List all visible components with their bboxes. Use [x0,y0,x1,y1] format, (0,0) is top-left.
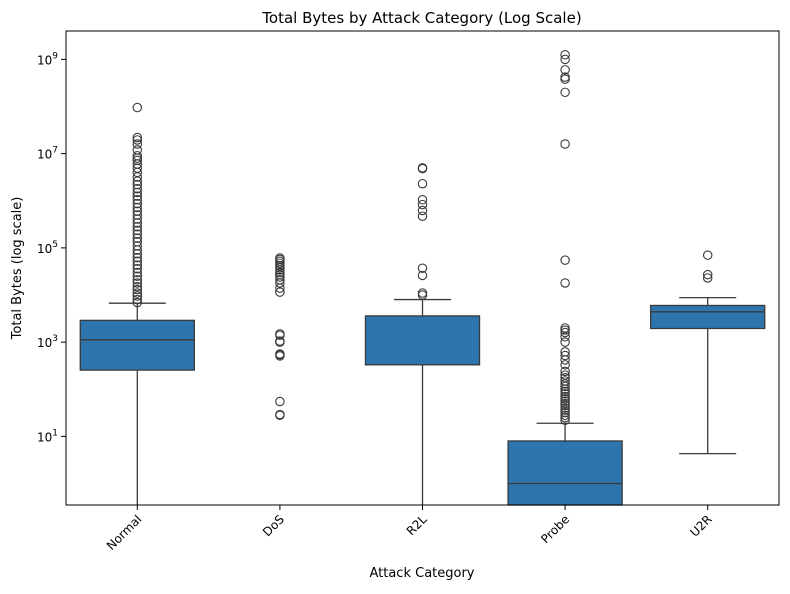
outlier-point [132,135,143,145]
outlier-point [560,412,570,423]
outlier-point [560,87,570,98]
outlier-point [560,139,570,149]
outlier-point [132,297,143,308]
outlier-point [275,336,285,346]
outlier-point [560,350,570,361]
y-tick-label: 103 [37,334,58,350]
outlier-point [560,65,570,75]
box-probe [507,440,623,506]
outlier-point [132,151,143,161]
outlier-point [560,255,570,265]
outlier-point [560,398,570,409]
outlier-point [132,271,143,282]
outlier-point [560,376,570,386]
outlier-point [560,360,570,370]
outlier-point [275,409,285,420]
y-tick-label: 101 [37,428,58,444]
outlier-point [132,260,143,270]
outlier-point [132,214,143,224]
outlier-point [560,327,570,338]
outlier-point [560,389,570,399]
outlier-point [560,366,570,377]
outlier-point [132,222,143,232]
outlier-point [132,267,143,278]
outlier-point [132,278,143,288]
outlier-point [132,139,143,149]
outlier-point [417,288,428,298]
outlier-point [132,264,143,274]
outlier-point [132,225,143,236]
y-tick-label: 105 [37,240,58,256]
outlier-point [132,210,143,220]
outlier-point [132,275,143,285]
outlier-point [132,256,143,267]
outlier-point [275,275,285,285]
outlier-point [560,391,570,402]
outlier-point [417,199,428,210]
x-axis-label: Attack Category [369,566,474,581]
outlier-point [275,260,285,271]
outlier-point [417,205,428,216]
outlier-point [132,284,143,295]
outlier-point [132,241,143,251]
outlier-point [132,183,143,194]
outlier-point [132,102,143,113]
outlier-point [560,407,570,418]
outlier-point [560,415,570,425]
box-normal [79,319,195,371]
outlier-point [275,349,285,359]
outlier-point [560,396,570,406]
outlier-point [560,373,570,383]
outlier-point [275,329,285,339]
outlier-point [132,291,143,301]
outlier-point [560,50,570,60]
outlier-point [132,229,143,239]
outlier-point [560,54,570,65]
outlier-point [417,195,428,205]
outlier-point [275,287,285,297]
outlier-point [132,195,143,205]
outlier-point [132,206,143,216]
y-axis-label: Total Bytes (log scale) [10,197,25,341]
outlier-point [275,396,285,407]
outlier-point [132,252,143,263]
outlier-point [560,278,570,288]
outlier-point [132,288,143,298]
outlier-point [132,145,143,155]
outlier-point [560,337,570,347]
outlier-point [132,281,143,292]
box-u2r [650,304,766,330]
outlier-point [560,72,570,82]
outlier-point [132,198,143,209]
outlier-point [132,236,143,247]
outlier-point [275,253,285,263]
outlier-point [275,272,285,282]
y-tick-label: 107 [37,146,58,162]
outlier-point [132,179,143,190]
outlier-point [132,132,143,143]
outlier-point [132,202,143,213]
outlier-point [132,187,143,198]
outlier-point [702,269,713,280]
outlier-point [702,250,713,260]
y-tick-label: 109 [37,51,58,67]
chart-title: Total Bytes by Attack Category (Log Scal… [261,9,581,27]
outlier-point [417,263,428,273]
outlier-point [132,249,143,259]
outlier-point [417,178,428,189]
outlier-point [560,347,570,357]
outlier-point [132,294,143,305]
outlier-point [560,403,570,413]
outlier-point [560,370,570,380]
outlier-point [417,211,428,221]
outlier-point [275,267,285,278]
outlier-point [417,163,428,173]
outlier-point [560,323,570,333]
outlier-point [132,191,143,201]
outlier-point [417,270,428,281]
box-r2l [364,315,481,366]
outlier-point [560,410,570,421]
outlier-point [702,273,713,283]
